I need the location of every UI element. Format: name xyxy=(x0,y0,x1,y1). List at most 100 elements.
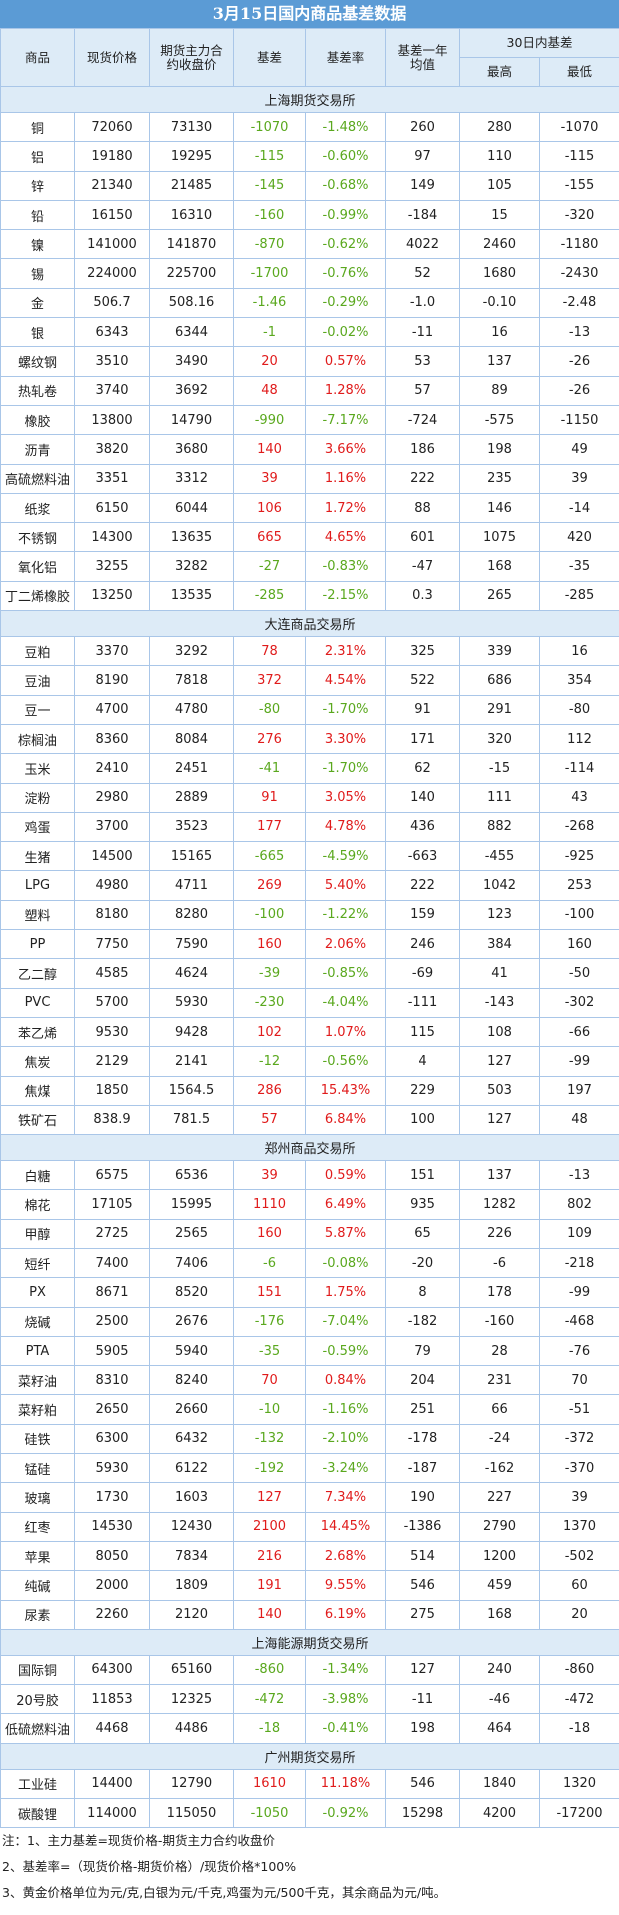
table-row: 白糖 6575 6536 39 0.59% 151 137 -13 xyxy=(0,1160,619,1191)
basis: -132 xyxy=(233,1423,306,1455)
basis: 106 xyxy=(233,492,306,524)
commodity-name: 菜籽粕 xyxy=(0,1394,75,1425)
spot-price: 2500 xyxy=(74,1306,150,1337)
basis-rate: 2.06% xyxy=(305,929,386,960)
spot-price: 3510 xyxy=(74,346,150,377)
basis-30d-low: -14 xyxy=(539,492,619,524)
basis-year-avg: 159 xyxy=(385,899,460,931)
basis-rate: 3.66% xyxy=(305,434,386,465)
commodity-name: 国际铜 xyxy=(0,1654,75,1686)
spot-price: 2650 xyxy=(74,1394,150,1425)
futures-price: 7818 xyxy=(149,665,234,696)
commodity-name: 焦煤 xyxy=(0,1075,75,1106)
basis-year-avg: -11 xyxy=(385,1684,460,1715)
basis-year-avg: 100 xyxy=(385,1104,460,1136)
basis-year-avg: -69 xyxy=(385,958,460,989)
spot-price: 224000 xyxy=(74,258,150,289)
basis-rate: -0.92% xyxy=(305,1798,386,1829)
basis-year-avg: 79 xyxy=(385,1335,460,1367)
basis: -230 xyxy=(233,987,306,1018)
basis-30d-high: -575 xyxy=(459,404,540,436)
basis-year-avg: 4022 xyxy=(385,229,460,260)
basis-30d-high: 2790 xyxy=(459,1511,540,1542)
basis-year-avg: 53 xyxy=(385,346,460,377)
table-row: 菜籽粕 2650 2660 -10 -1.16% 251 66 -51 xyxy=(0,1394,619,1425)
commodity-name: 棉花 xyxy=(0,1189,75,1220)
section-header: 大连商品交易所 xyxy=(0,610,619,638)
table-row: 甲醇 2725 2565 160 5.87% 65 226 109 xyxy=(0,1218,619,1249)
basis-rate: 0.59% xyxy=(305,1160,386,1191)
table-row: 玻璃 1730 1603 127 7.34% 190 227 39 xyxy=(0,1482,619,1513)
basis-30d-low: -320 xyxy=(539,199,619,231)
table-row: 铜 72060 73130 -1070 -1.48% 260 280 -1070 xyxy=(0,111,619,143)
header-name: 商品 xyxy=(0,28,75,87)
commodity-name: 20号胶 xyxy=(0,1684,75,1715)
basis-rate: -4.59% xyxy=(305,841,386,872)
basis-rate: -0.68% xyxy=(305,170,386,201)
commodity-name: 红枣 xyxy=(0,1511,75,1542)
basis: -1070 xyxy=(233,111,306,143)
futures-price: 4711 xyxy=(149,870,234,901)
basis-30d-high: 1282 xyxy=(459,1189,540,1220)
spot-price: 4585 xyxy=(74,958,150,989)
report-title: 3月15日国内商品基差数据 xyxy=(0,0,619,28)
futures-price: 4624 xyxy=(149,958,234,989)
table-row: 锰硅 5930 6122 -192 -3.24% -187 -162 -370 xyxy=(0,1453,619,1484)
spot-price: 64300 xyxy=(74,1654,150,1686)
basis-rate: -0.85% xyxy=(305,958,386,989)
basis: 39 xyxy=(233,1160,306,1191)
basis-30d-low: 48 xyxy=(539,1104,619,1136)
basis-30d-high: 105 xyxy=(459,170,540,201)
table-row: 淀粉 2980 2889 91 3.05% 140 111 43 xyxy=(0,782,619,813)
basis-rate: -1.16% xyxy=(305,1394,386,1425)
table-row: 豆油 8190 7818 372 4.54% 522 686 354 xyxy=(0,665,619,696)
spot-price: 4980 xyxy=(74,870,150,901)
basis-year-avg: 149 xyxy=(385,170,460,201)
basis-30d-high: 127 xyxy=(459,1104,540,1136)
futures-price: 1809 xyxy=(149,1570,234,1601)
basis: -160 xyxy=(233,199,306,231)
basis-rate: -0.76% xyxy=(305,258,386,289)
futures-price: 225700 xyxy=(149,258,234,289)
basis-rate: 4.78% xyxy=(305,811,386,843)
basis-30d-low: 43 xyxy=(539,782,619,813)
commodity-name: 纯碱 xyxy=(0,1570,75,1601)
futures-price: 3312 xyxy=(149,463,234,494)
futures-price: 8280 xyxy=(149,899,234,931)
basis: 276 xyxy=(233,723,306,755)
basis-year-avg: 522 xyxy=(385,665,460,696)
basis-30d-high: 41 xyxy=(459,958,540,989)
table-row: 豆一 4700 4780 -80 -1.70% 91 291 -80 xyxy=(0,694,619,725)
commodity-name: 铁矿石 xyxy=(0,1104,75,1136)
futures-price: 781.5 xyxy=(149,1104,234,1136)
table-row: 国际铜 64300 65160 -860 -1.34% 127 240 -860 xyxy=(0,1654,619,1686)
basis-year-avg: -178 xyxy=(385,1423,460,1455)
basis-30d-low: -115 xyxy=(539,141,619,172)
basis-30d-low: -26 xyxy=(539,346,619,377)
basis-30d-low: 253 xyxy=(539,870,619,901)
commodity-name: 氧化铝 xyxy=(0,551,75,582)
basis: -472 xyxy=(233,1684,306,1715)
basis-year-avg: 601 xyxy=(385,522,460,553)
commodity-name: 沥青 xyxy=(0,434,75,465)
basis-year-avg: 935 xyxy=(385,1189,460,1220)
basis-30d-high: 320 xyxy=(459,723,540,755)
commodity-name: 淀粉 xyxy=(0,782,75,813)
basis-30d-high: -143 xyxy=(459,987,540,1018)
basis: 127 xyxy=(233,1482,306,1513)
table-row: 硅铁 6300 6432 -132 -2.10% -178 -24 -372 xyxy=(0,1423,619,1455)
basis-30d-low: 197 xyxy=(539,1075,619,1106)
basis-rate: -2.10% xyxy=(305,1423,386,1455)
basis-year-avg: -47 xyxy=(385,551,460,582)
header-low: 最低 xyxy=(539,57,619,87)
commodity-name: 硅铁 xyxy=(0,1423,75,1455)
basis-year-avg: 0.3 xyxy=(385,580,460,612)
basis-year-avg: 222 xyxy=(385,870,460,901)
basis: 70 xyxy=(233,1365,306,1396)
basis-rate: 9.55% xyxy=(305,1570,386,1601)
spot-price: 5905 xyxy=(74,1335,150,1367)
futures-price: 8240 xyxy=(149,1365,234,1396)
basis-year-avg: 62 xyxy=(385,753,460,784)
table-row: 螺纹钢 3510 3490 20 0.57% 53 137 -26 xyxy=(0,346,619,377)
